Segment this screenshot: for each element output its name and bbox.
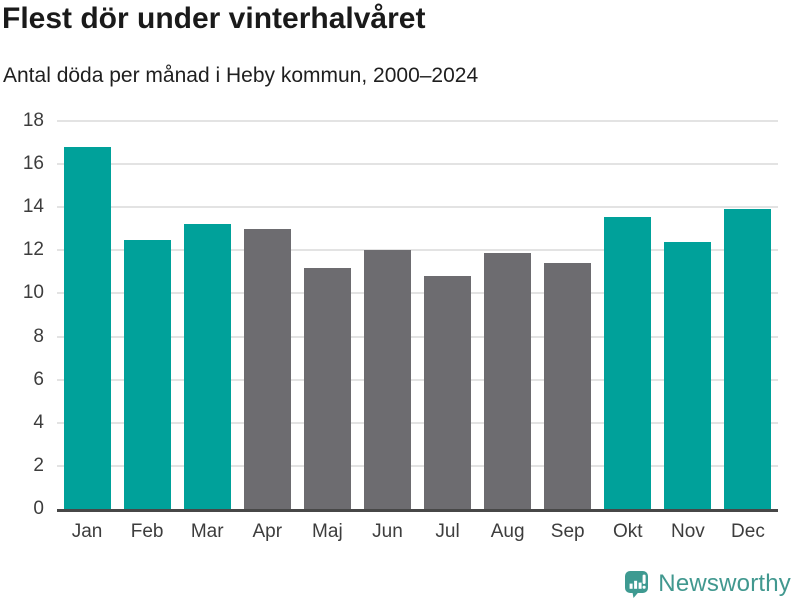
x-tick-label-jan: Jan: [71, 521, 103, 542]
x-tick-label-maj: Maj: [312, 521, 343, 542]
bar-jul: [424, 276, 472, 509]
x-tick-label-apr: Apr: [252, 521, 283, 542]
x-tick-label-aug: Aug: [490, 521, 525, 542]
chart-subtitle: Antal döda per månad i Heby kommun, 2000…: [3, 64, 479, 87]
bar-jan: [63, 146, 111, 509]
x-tick-label-okt: Okt: [613, 521, 643, 542]
bar-okt: [604, 216, 652, 509]
y-tick-label-6: 6: [33, 368, 44, 390]
y-tick-label-2: 2: [33, 454, 44, 476]
gridline-16: [57, 163, 778, 166]
gridline-4: [57, 421, 778, 424]
newsworthy-wordmark: Newsworthy: [658, 570, 791, 597]
x-axis-line: [57, 509, 778, 512]
x-tick-label-jun: Jun: [372, 521, 403, 542]
y-tick-label-12: 12: [22, 239, 44, 261]
plot-area: 0 2 4 6 8 10 12 14 16 18 Jan Feb Mar Apr Maj Jun Jul Aug…: [23, 110, 778, 542]
y-tick-label-10: 10: [22, 282, 44, 304]
bar-mar: [183, 224, 231, 509]
gridline-18: [57, 120, 778, 122]
x-tick-label-feb: Feb: [130, 521, 164, 542]
x-tick-label-dec: Dec: [731, 521, 765, 542]
gridline-8: [57, 335, 778, 338]
gridline-2: [57, 464, 778, 467]
x-tick-label-jul: Jul: [435, 521, 460, 542]
bar-aug: [484, 252, 532, 509]
gridline-6: [57, 378, 778, 381]
bar-nov: [664, 241, 712, 509]
gridline-12: [57, 249, 778, 252]
y-tick-label-4: 4: [33, 411, 44, 433]
newsworthy-logo[interactable]: Newsworthy: [625, 570, 791, 598]
x-tick-label-sep: Sep: [550, 521, 585, 542]
x-tick-label-mar: Mar: [190, 521, 224, 542]
x-tick-label-nov: Nov: [670, 521, 705, 542]
bar-sep: [544, 263, 592, 509]
gridline-14: [57, 206, 778, 209]
y-tick-label-14: 14: [22, 196, 44, 218]
y-tick-label-8: 8: [33, 325, 44, 347]
gridline-10: [57, 292, 778, 295]
bar-jun: [363, 250, 411, 509]
y-tick-label-18: 18: [22, 110, 44, 131]
bar-feb: [123, 239, 171, 509]
chart-title: Flest dör under vinterhalvåret: [2, 2, 426, 35]
newsworthy-icon: [625, 570, 649, 598]
y-tick-label-16: 16: [22, 153, 44, 175]
bar-dec: [724, 209, 772, 509]
bar-apr: [243, 228, 291, 509]
bar-maj: [303, 267, 351, 509]
y-tick-label-0: 0: [33, 498, 44, 519]
